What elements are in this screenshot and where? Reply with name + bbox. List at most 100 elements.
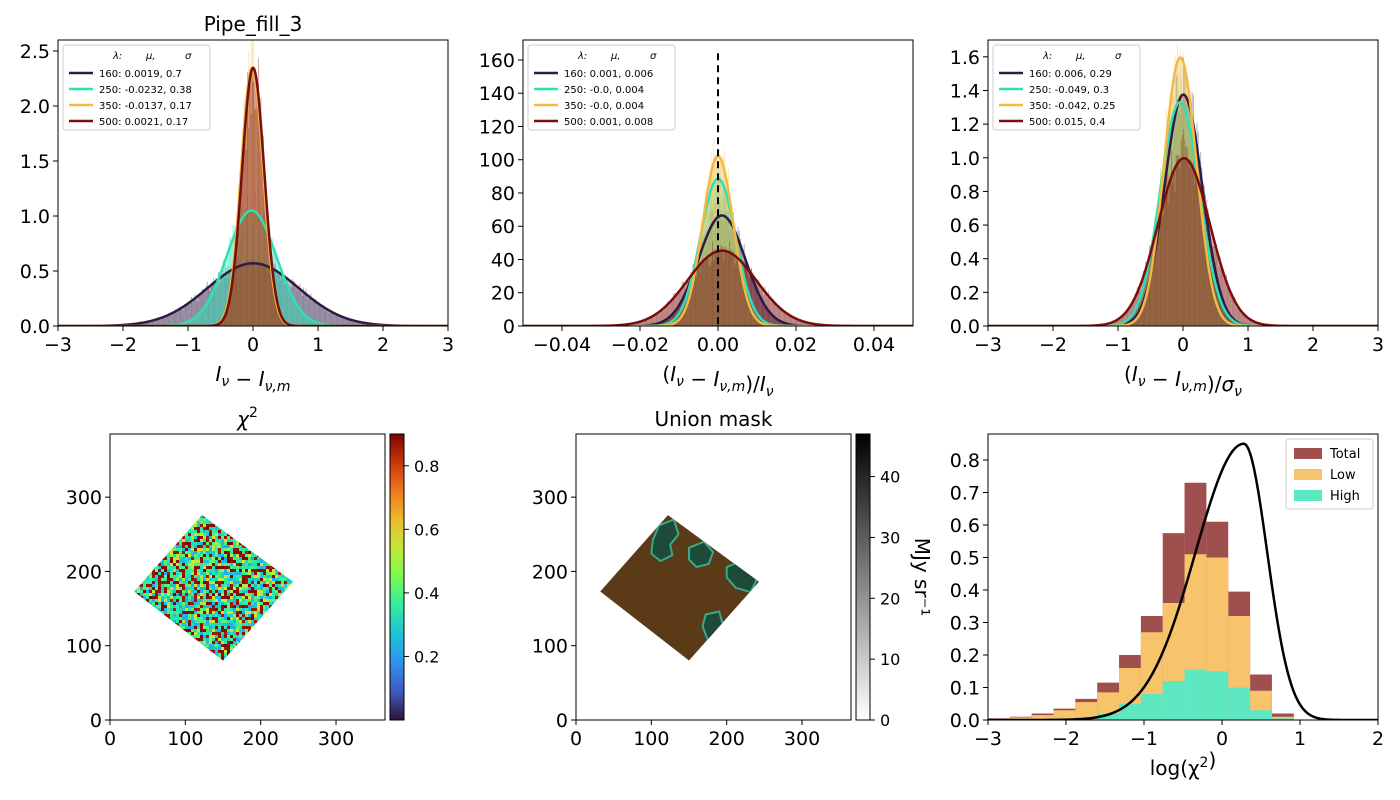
x-tick-label: 2 — [1372, 728, 1384, 750]
bar-low — [1009, 717, 1032, 720]
legend-header-sigma: σ — [185, 51, 192, 62]
axes-frame — [575, 433, 852, 721]
x-tick-label: 0.04 — [853, 334, 895, 356]
x-tick-label: −3 — [44, 334, 72, 356]
axes-frame — [987, 433, 1379, 721]
x-tick-label: 100 — [167, 728, 203, 750]
curve-2 — [988, 56, 1378, 326]
y-tick-label: 0 — [90, 710, 102, 732]
colorbar-tick-label: 0.6 — [414, 520, 439, 539]
colorbar-tick-label: 20 — [880, 589, 900, 608]
panel-title: Union mask — [655, 407, 773, 431]
legend-entry: 250: -0.0232, 0.38 — [99, 85, 192, 96]
x-tick-label: 300 — [318, 728, 354, 750]
y-tick-label: 80 — [491, 183, 515, 205]
x-tick-label: −1 — [1104, 334, 1132, 356]
curve-0 — [523, 214, 913, 326]
x-tick-label: 3 — [1372, 334, 1384, 356]
y-tick-label: 1.5 — [20, 151, 50, 173]
x-axis-label: log(χ2) — [1150, 748, 1217, 780]
y-tick-label: 1.0 — [950, 148, 980, 170]
legend-header-mu: μ, — [610, 51, 621, 62]
y-tick-label: 0.8 — [950, 450, 980, 472]
x-tick-label: 2 — [377, 334, 389, 356]
colorbar-tick-label: 30 — [880, 528, 900, 547]
area-2 — [523, 155, 913, 326]
area-2 — [58, 67, 448, 326]
curve-0 — [988, 93, 1378, 326]
y-tick-label: 100 — [532, 636, 568, 658]
legend-entry: 500: 0.0021, 0.17 — [99, 117, 188, 128]
bar-high — [1097, 713, 1120, 720]
bar-low — [1031, 715, 1054, 720]
y-tick-label: 140 — [479, 83, 515, 105]
area-0 — [988, 94, 1378, 326]
x-tick-label: −2 — [1052, 728, 1080, 750]
legend-entry: Low — [1330, 468, 1356, 483]
plot-area — [523, 53, 913, 326]
legend-entry: 500: 0.015, 0.4 — [1029, 117, 1106, 128]
y-tick-label: 0.2 — [950, 282, 980, 304]
x-tick-label: 200 — [709, 728, 745, 750]
bar-high — [1184, 669, 1207, 720]
area-0 — [58, 263, 448, 326]
bar-high — [1271, 718, 1294, 720]
bar-high — [1119, 703, 1141, 720]
y-tick-label: 0.4 — [950, 580, 980, 602]
area-1 — [988, 102, 1378, 326]
x-tick-label: 0 — [570, 728, 582, 750]
legend-box — [992, 44, 1141, 131]
legend-header-sigma: σ — [1115, 51, 1122, 62]
bar-low — [1075, 702, 1098, 720]
x-tick-label: 100 — [633, 728, 669, 750]
y-tick-label: 100 — [479, 150, 515, 172]
y-tick-label: 0 — [503, 316, 515, 338]
colorbar — [855, 433, 871, 721]
legend-swatch — [1294, 490, 1322, 501]
y-tick-label: 0.0 — [950, 710, 980, 732]
x-tick-label: 3 — [442, 334, 454, 356]
x-tick-label: −3 — [974, 728, 1002, 750]
colorbar-label: MJy sr⁻¹ — [910, 538, 934, 617]
y-tick-label: 0.5 — [20, 261, 50, 283]
y-tick-label: 20 — [491, 283, 515, 305]
x-tick-label: 0 — [1216, 728, 1228, 750]
panel-3: −3 −2 −1 0 1 2 3 0.0 0.2 0.4 0.6 0.8 1.0 1.2 1.4 1.6 (Iν… — [950, 39, 1384, 400]
curve-3 — [988, 156, 1378, 326]
y-tick-label: 0.8 — [950, 181, 980, 203]
x-tick-label: 1 — [1294, 728, 1306, 750]
legend-entry: 350: -0.0137, 0.17 — [99, 101, 192, 112]
y-tick-label: 0.4 — [950, 249, 980, 271]
histogram-panel: −3 −2 −1 0 1 2 0.0 0.1 0.2 0.3 0.4 0.5 0.6 0.7 0.8 log(… — [950, 433, 1384, 780]
bar-low — [1053, 710, 1076, 720]
legend-header-lambda: λ: — [577, 51, 587, 62]
plot-area — [988, 43, 1378, 326]
curve-1 — [58, 209, 448, 326]
y-tick-label: 0.6 — [950, 515, 980, 537]
y-tick-label: 1.6 — [950, 47, 980, 69]
curve-1 — [988, 100, 1378, 326]
x-tick-label: 2 — [1307, 334, 1319, 356]
legend-swatch — [1294, 448, 1322, 459]
legend-entry: High — [1330, 489, 1360, 504]
x-tick-label: 0.00 — [697, 334, 739, 356]
y-tick-label: 0.1 — [950, 678, 980, 700]
bar-high — [1206, 671, 1229, 720]
area-3 — [988, 158, 1378, 326]
colorbar-tick-label: 10 — [880, 650, 900, 669]
x-tick-label: −0.04 — [533, 334, 591, 356]
legend-entry: 500: 0.001, 0.008 — [564, 117, 653, 128]
y-tick-label: 1.2 — [950, 114, 980, 136]
x-tick-label: 300 — [784, 728, 820, 750]
colorbar — [389, 433, 405, 721]
legend-header-mu: μ, — [1075, 51, 1086, 62]
colorbar-tick-label: 0.4 — [414, 584, 439, 603]
y-tick-label: 120 — [479, 116, 515, 138]
legend-entry: 250: -0.0, 0.004 — [564, 85, 644, 96]
legend-header-mu: μ, — [145, 51, 156, 62]
x-tick-label: 1 — [312, 334, 324, 356]
image-panel-2: 0 100 200 300 0 100 200 300 Union mask 0 10 20 30 40 M… — [532, 407, 934, 750]
y-tick-label: 0.7 — [950, 483, 980, 505]
legend-header-lambda: λ: — [1042, 51, 1052, 62]
